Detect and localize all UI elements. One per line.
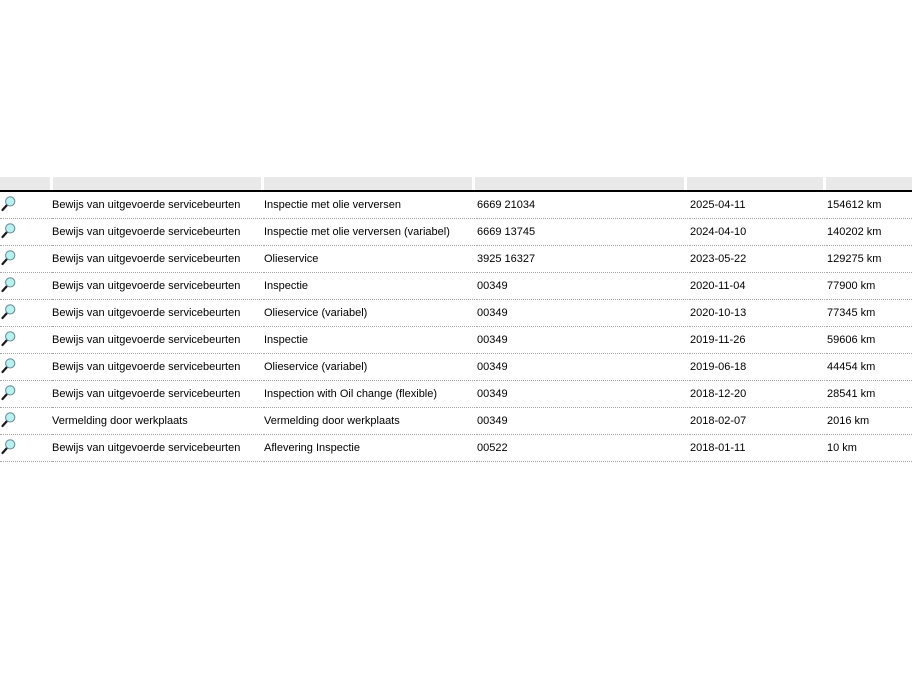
row-date: 2020-10-13: [690, 299, 827, 327]
row-service-type: Vermelding door werkplaats: [264, 407, 477, 435]
table-grid: Bewijs van uitgevoerde servicebeurten In…: [0, 192, 912, 462]
row-odometer: 140202 km: [827, 218, 912, 246]
row-category: Bewijs van uitgevoerde servicebeurten: [52, 326, 264, 354]
row-service-type: Inspectie: [264, 326, 477, 354]
row-icon-cell: [0, 380, 52, 408]
row-reference: 00349: [477, 353, 690, 381]
magnifier-icon[interactable]: [0, 249, 17, 267]
row-category: Bewijs van uitgevoerde servicebeurten: [52, 218, 264, 246]
row-odometer: 44454 km: [827, 353, 912, 381]
row-icon-cell: [0, 407, 52, 435]
row-odometer: 28541 km: [827, 380, 912, 408]
table-body: Bewijs van uitgevoerde servicebeurten In…: [0, 192, 912, 462]
row-service-type: Inspectie met olie verversen: [264, 192, 477, 219]
row-icon-cell: [0, 272, 52, 300]
column-header-category[interactable]: [53, 177, 261, 190]
row-odometer: 77345 km: [827, 299, 912, 327]
magnifier-icon[interactable]: [0, 357, 17, 375]
row-category: Vermelding door werkplaats: [52, 407, 264, 435]
row-reference: 3925 16327: [477, 245, 690, 273]
row-odometer: 129275 km: [827, 245, 912, 273]
row-category: Bewijs van uitgevoerde servicebeurten: [52, 245, 264, 273]
row-odometer: 154612 km: [827, 192, 912, 219]
row-category: Bewijs van uitgevoerde servicebeurten: [52, 272, 264, 300]
header-divider: [0, 190, 912, 192]
row-date: 2023-05-22: [690, 245, 827, 273]
row-odometer: 59606 km: [827, 326, 912, 354]
header-gap: [684, 177, 687, 190]
row-date: 2020-11-04: [690, 272, 827, 300]
magnifier-icon[interactable]: [0, 384, 17, 402]
magnifier-icon[interactable]: [0, 303, 17, 321]
header-gap: [823, 177, 826, 190]
table-row: Bewijs van uitgevoerde servicebeurten In…: [0, 380, 912, 408]
column-header-date[interactable]: [687, 177, 823, 190]
table-row: Bewijs van uitgevoerde servicebeurten In…: [0, 326, 912, 354]
row-service-type: Inspection with Oil change (flexible): [264, 380, 477, 408]
table-row: Bewijs van uitgevoerde servicebeurten Ol…: [0, 245, 912, 273]
row-category: Bewijs van uitgevoerde servicebeurten: [52, 299, 264, 327]
row-service-type: Inspectie: [264, 272, 477, 300]
magnifier-icon[interactable]: [0, 222, 17, 240]
table-row: Vermelding door werkplaats Vermelding do…: [0, 407, 912, 435]
header-gap: [50, 177, 53, 190]
table-row: Bewijs van uitgevoerde servicebeurten In…: [0, 192, 912, 219]
row-icon-cell: [0, 245, 52, 273]
magnifier-icon[interactable]: [0, 411, 17, 429]
row-reference: 00349: [477, 326, 690, 354]
column-header-service-type[interactable]: [264, 177, 472, 190]
row-odometer: 2016 km: [827, 407, 912, 435]
row-icon-cell: [0, 434, 52, 462]
row-service-type: Olieservice (variabel): [264, 299, 477, 327]
row-date: 2025-04-11: [690, 192, 827, 219]
table-row: Bewijs van uitgevoerde servicebeurten Ol…: [0, 299, 912, 327]
header-gap: [472, 177, 475, 190]
table-row: Bewijs van uitgevoerde servicebeurten In…: [0, 218, 912, 246]
row-icon-cell: [0, 326, 52, 354]
table-row: Bewijs van uitgevoerde servicebeurten Ol…: [0, 353, 912, 381]
row-date: 2018-12-20: [690, 380, 827, 408]
header-gap: [261, 177, 264, 190]
row-icon-cell: [0, 353, 52, 381]
row-odometer: 10 km: [827, 434, 912, 462]
row-date: 2019-06-18: [690, 353, 827, 381]
row-date: 2018-02-07: [690, 407, 827, 435]
row-icon-cell: [0, 192, 52, 219]
row-category: Bewijs van uitgevoerde servicebeurten: [52, 434, 264, 462]
magnifier-icon[interactable]: [0, 195, 17, 213]
row-service-type: Inspectie met olie verversen (variabel): [264, 218, 477, 246]
row-reference: 00349: [477, 407, 690, 435]
row-icon-cell: [0, 299, 52, 327]
table-row: Bewijs van uitgevoerde servicebeurten Af…: [0, 434, 912, 462]
table-header-row: [0, 177, 912, 190]
row-date: 2024-04-10: [690, 218, 827, 246]
row-reference: 00349: [477, 272, 690, 300]
row-reference: 00349: [477, 299, 690, 327]
magnifier-icon[interactable]: [0, 438, 17, 456]
column-header-icon[interactable]: [0, 177, 50, 190]
column-header-reference[interactable]: [475, 177, 684, 190]
row-reference: 6669 13745: [477, 218, 690, 246]
row-service-type: Aflevering Inspectie: [264, 434, 477, 462]
row-service-type: Olieservice (variabel): [264, 353, 477, 381]
row-date: 2019-11-26: [690, 326, 827, 354]
row-service-type: Olieservice: [264, 245, 477, 273]
row-reference: 00349: [477, 380, 690, 408]
row-category: Bewijs van uitgevoerde servicebeurten: [52, 192, 264, 219]
row-category: Bewijs van uitgevoerde servicebeurten: [52, 353, 264, 381]
row-category: Bewijs van uitgevoerde servicebeurten: [52, 380, 264, 408]
magnifier-icon[interactable]: [0, 276, 17, 294]
row-reference: 00522: [477, 434, 690, 462]
magnifier-icon[interactable]: [0, 330, 17, 348]
column-header-odometer[interactable]: [826, 177, 912, 190]
row-reference: 6669 21034: [477, 192, 690, 219]
row-odometer: 77900 km: [827, 272, 912, 300]
service-history-table: Bewijs van uitgevoerde servicebeurten In…: [0, 177, 912, 462]
row-date: 2018-01-11: [690, 434, 827, 462]
table-row: Bewijs van uitgevoerde servicebeurten In…: [0, 272, 912, 300]
row-icon-cell: [0, 218, 52, 246]
